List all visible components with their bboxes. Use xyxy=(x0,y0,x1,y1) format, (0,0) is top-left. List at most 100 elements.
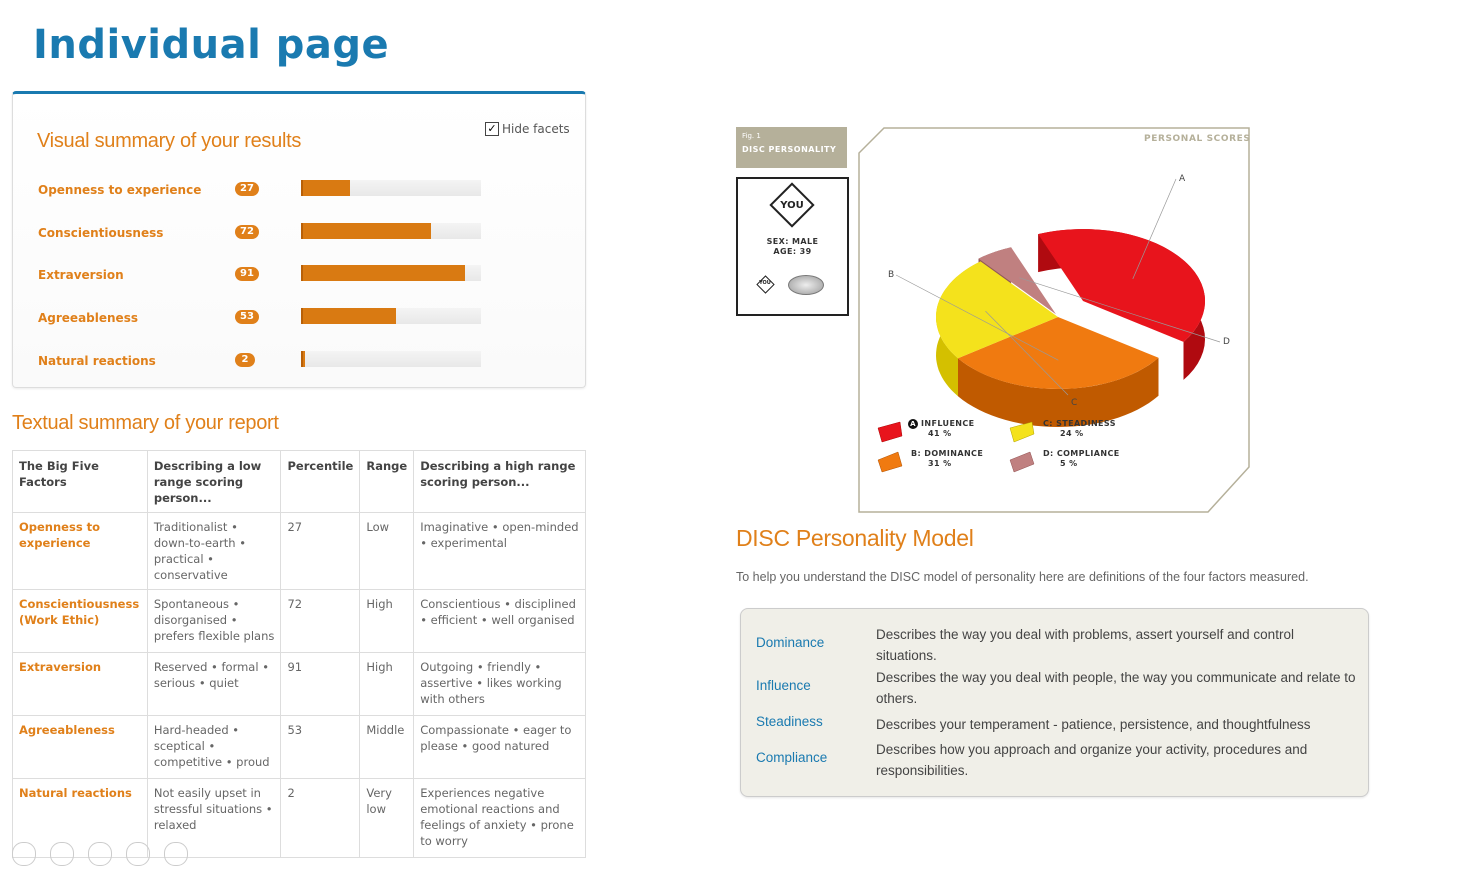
table-row: Extraversion Reserved • formal • serious… xyxy=(12,652,586,716)
row-range: High xyxy=(359,652,415,716)
hide-facets-checkbox[interactable]: ✓ xyxy=(485,122,499,136)
visual-summary-card: Visual summary of your results ✓ Hide fa… xyxy=(12,91,586,388)
row-low: Traditionalist • down-to-earth • practic… xyxy=(146,512,282,590)
header-low: Describing a low range scoring person... xyxy=(146,450,282,513)
legend-compliance: D: COMPLIANCE 5 % xyxy=(1043,449,1120,469)
score-badge: 2 xyxy=(235,353,255,367)
score-bar xyxy=(301,265,481,281)
legend-pct: 41 % xyxy=(928,429,952,438)
textual-summary-table: The Big Five Factors Describing a low ra… xyxy=(12,450,586,858)
pie-slice-steadiness xyxy=(936,261,1058,359)
hide-facets-label: Hide facets xyxy=(502,122,570,136)
legend-name: COMPLIANCE xyxy=(1056,449,1120,458)
definition-term-dominance[interactable]: Dominance xyxy=(756,635,825,650)
pie-slice-dominance xyxy=(958,317,1159,389)
row-high: Compassionate • eager to please • good n… xyxy=(413,715,586,779)
pie-slice-compliance xyxy=(978,247,1056,315)
factor-label: Natural reactions xyxy=(38,354,156,368)
score-bar-fill xyxy=(301,308,397,324)
table-row: Agreeableness Hard-headed • sceptical • … xyxy=(12,715,586,779)
score-bar-fill xyxy=(301,351,305,367)
factor-row-openness: Openness to experience 27 xyxy=(13,180,585,225)
score-bar xyxy=(301,180,481,196)
factor-row-natural-reactions: Natural reactions 2 xyxy=(13,351,585,396)
definition-term-steadiness[interactable]: Steadiness xyxy=(756,714,823,729)
legend-key: B: xyxy=(911,449,922,458)
row-low: Reserved • formal • serious • quiet xyxy=(146,652,282,716)
header-factor: The Big Five Factors xyxy=(12,450,148,513)
row-high: Imaginative • open-minded • experimental xyxy=(413,512,586,590)
table-row: Openness to experience Traditionalist • … xyxy=(12,512,586,590)
row-range: Low xyxy=(359,512,415,590)
figure-number: Fig. 1 xyxy=(742,132,761,140)
coin-icon xyxy=(788,275,824,295)
pagination-dots xyxy=(12,842,212,866)
row-factor: Conscientiousness (Work Ethic) xyxy=(12,589,148,653)
row-factor: Agreeableness xyxy=(12,715,148,779)
page-title: Individual page xyxy=(33,22,390,68)
score-bar xyxy=(301,351,481,367)
row-percentile: 53 xyxy=(280,715,361,779)
pie-slice-side-dominance xyxy=(958,357,1159,427)
disc-model-title: DISC Personality Model xyxy=(736,525,974,551)
table-row: Natural reactions Not easily upset in st… xyxy=(12,778,586,858)
legend-swatch-influence xyxy=(877,421,903,443)
legend-swatch-compliance xyxy=(1009,451,1035,473)
row-high: Outgoing • friendly • assertive • likes … xyxy=(413,652,586,716)
score-bar-fill xyxy=(301,180,350,196)
score-bar xyxy=(301,308,481,324)
factor-label: Agreeableness xyxy=(38,311,138,325)
score-bar-fill xyxy=(301,223,431,239)
leader-line xyxy=(1019,277,1221,343)
factor-label: Extraversion xyxy=(38,268,124,282)
small-you-label: YOU xyxy=(759,280,771,286)
disc-pie-chart: A B C D xyxy=(858,127,1250,513)
page-dot[interactable] xyxy=(126,842,150,866)
definition-desc: Describes the way you deal with people, … xyxy=(876,670,1356,706)
pie-point-label: C xyxy=(1071,398,1077,408)
hide-facets-toggle[interactable]: ✓ Hide facets xyxy=(485,122,570,136)
row-factor: Extraversion xyxy=(12,652,148,716)
leader-line xyxy=(985,310,1069,396)
page-dot[interactable] xyxy=(12,842,36,866)
table-header-row: The Big Five Factors Describing a low ra… xyxy=(12,450,586,513)
factor-row-extraversion: Extraversion 91 xyxy=(13,265,585,310)
definition-term-compliance[interactable]: Compliance xyxy=(756,750,828,765)
legend-swatch-dominance xyxy=(877,451,903,473)
row-percentile: 72 xyxy=(280,589,361,653)
definition-desc: Describes your temperament - patience, p… xyxy=(876,717,1311,732)
legend-steadiness: C: STEADINESS 24 % xyxy=(1043,419,1116,439)
pie-point-label: B xyxy=(888,270,894,280)
legend-pct: 31 % xyxy=(928,459,952,468)
page-dot[interactable] xyxy=(164,842,188,866)
page-dot[interactable] xyxy=(50,842,74,866)
definition-desc: Describes the way you deal with problems… xyxy=(876,627,1294,663)
legend-pct: 5 % xyxy=(1060,459,1078,468)
score-badge: 72 xyxy=(235,225,259,239)
visual-summary-title: Visual summary of your results xyxy=(37,130,302,152)
personal-scores-label: PERSONAL SCORES xyxy=(1144,134,1251,144)
pie-point-label: A xyxy=(1179,174,1186,184)
definition-term-influence[interactable]: Influence xyxy=(756,678,811,693)
score-badge: 91 xyxy=(235,267,259,281)
row-high: Experiences negative emotional reactions… xyxy=(413,778,586,858)
leader-lines: A B C D xyxy=(888,174,1230,408)
row-high: Conscientious • disciplined • efficient … xyxy=(413,589,586,653)
legend-name: INFLUENCE xyxy=(921,419,975,428)
figure-label: Fig. 1 DISC PERSONALITY xyxy=(736,127,847,168)
page-dot[interactable] xyxy=(88,842,112,866)
pie-group xyxy=(936,229,1205,427)
row-percentile: 91 xyxy=(280,652,361,716)
profile-box: YOU SEX: MALE AGE: 39 YOU xyxy=(736,177,849,316)
row-range: Very low xyxy=(359,778,415,858)
definition-desc: Describes how you approach and organize … xyxy=(876,742,1308,778)
legend-key-icon: A xyxy=(908,419,918,429)
pie-point-label: D xyxy=(1223,337,1230,347)
row-factor: Openness to experience xyxy=(12,512,148,590)
score-bar xyxy=(301,223,481,239)
legend-dominance: B: DOMINANCE 31 % xyxy=(911,449,983,469)
leader-line xyxy=(895,274,1059,361)
pie-slice-influence xyxy=(1038,229,1205,342)
age-line: AGE: 39 xyxy=(773,247,812,256)
you-label: YOU xyxy=(780,200,804,211)
